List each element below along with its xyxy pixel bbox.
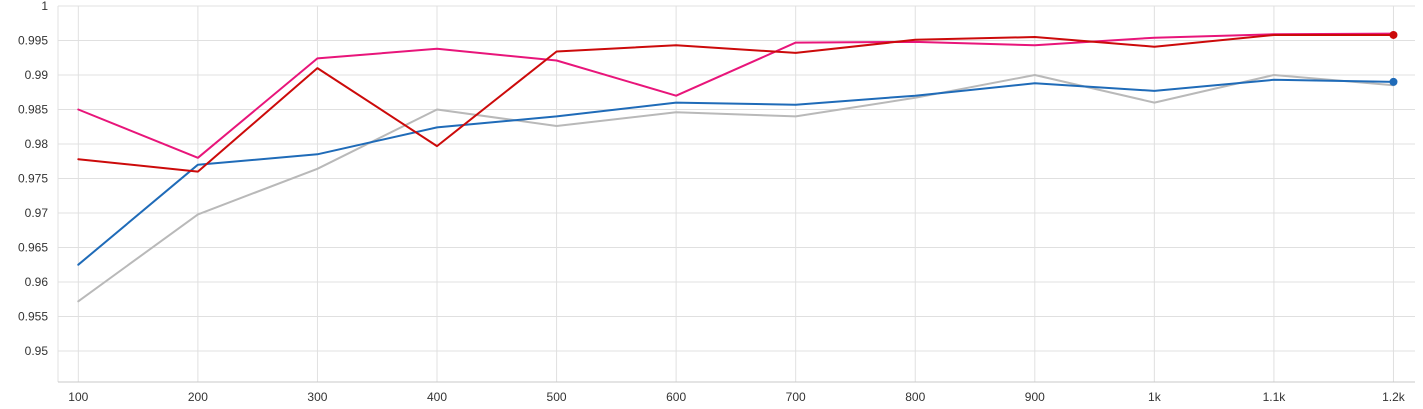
x-tick-labels: 100 200 300 400 500 600 700 800 900 1k 1.1k 1.2k (68, 390, 1406, 404)
y-tick-label: 0.99 (25, 68, 49, 82)
x-tick-label: 600 (666, 390, 686, 404)
x-tick-label: 900 (1025, 390, 1045, 404)
data-point (1389, 77, 1398, 86)
x-tick-label: 200 (188, 390, 208, 404)
series-lines (77, 30, 1398, 303)
x-tick-label: 1k (1148, 390, 1162, 404)
x-tick-label: 1.1k (1263, 390, 1287, 404)
x-tick-label: 800 (905, 390, 925, 404)
data-point (1389, 30, 1398, 39)
y-tick-label: 0.995 (18, 33, 48, 47)
x-tick-label: 400 (427, 390, 447, 404)
series-line-3 (77, 32, 1395, 159)
y-tick-label: 0.965 (18, 240, 48, 254)
series-line-1 (77, 74, 1395, 303)
y-tick-label: 0.97 (25, 206, 49, 220)
y-tick-label: 0.985 (18, 102, 48, 116)
y-tick-label: 0.98 (25, 137, 49, 151)
y-tick-label: 0.975 (18, 171, 48, 185)
x-tick-label: 700 (786, 390, 806, 404)
series-line-2 (77, 78, 1395, 266)
series-line-4 (77, 34, 1395, 173)
y-tick-label: 0.95 (25, 344, 49, 358)
x-tick-label: 300 (307, 390, 327, 404)
y-tick-label: 0.955 (18, 309, 48, 323)
x-tick-label: 100 (68, 390, 88, 404)
x-tick-label: 500 (547, 390, 567, 404)
y-tick-label: 0.96 (25, 275, 49, 289)
y-tick-labels: 0.95 0.955 0.96 0.965 0.97 0.975 0.98 0.985 0.99… (18, 0, 48, 358)
y-tick-label: 1 (41, 0, 48, 13)
x-tick-label: 1.2k (1382, 390, 1406, 404)
grid (57, 5, 1415, 382)
